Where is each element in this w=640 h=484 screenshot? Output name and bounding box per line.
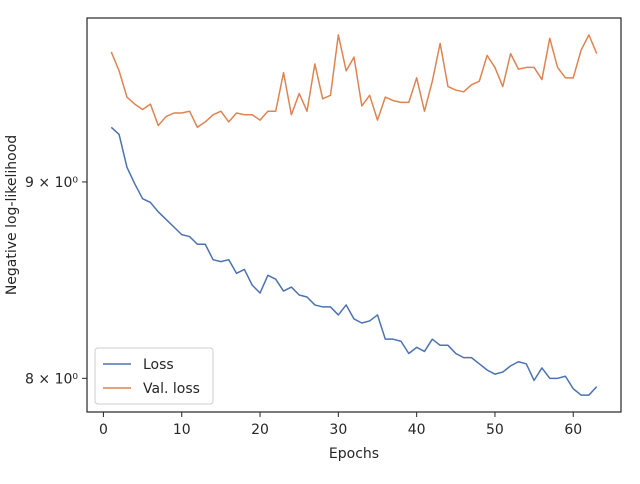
series-line: [110, 126, 598, 396]
plot-frame: [86, 17, 622, 413]
legend: Loss Val. loss: [94, 347, 214, 405]
legend-label: Val. loss: [143, 381, 200, 397]
x-tick-label: 20: [251, 422, 269, 438]
x-tick-label: 10: [173, 422, 191, 438]
y-tick-label: 8 × 10⁰: [25, 371, 78, 387]
x-tick-label: 50: [486, 422, 504, 438]
series-line: [110, 34, 598, 129]
x-tick-label: 30: [329, 422, 347, 438]
x-axis-label: Epochs: [329, 446, 379, 462]
x-tick-label: 40: [408, 422, 426, 438]
x-tick-label: 60: [564, 422, 582, 438]
x-tick-label: 0: [99, 422, 108, 438]
y-tick-label: 9 × 10⁰: [25, 175, 78, 191]
legend-label: Loss: [143, 357, 174, 373]
y-axis-label: Negative log-likelihood: [4, 135, 20, 295]
legend-box: [94, 347, 214, 405]
